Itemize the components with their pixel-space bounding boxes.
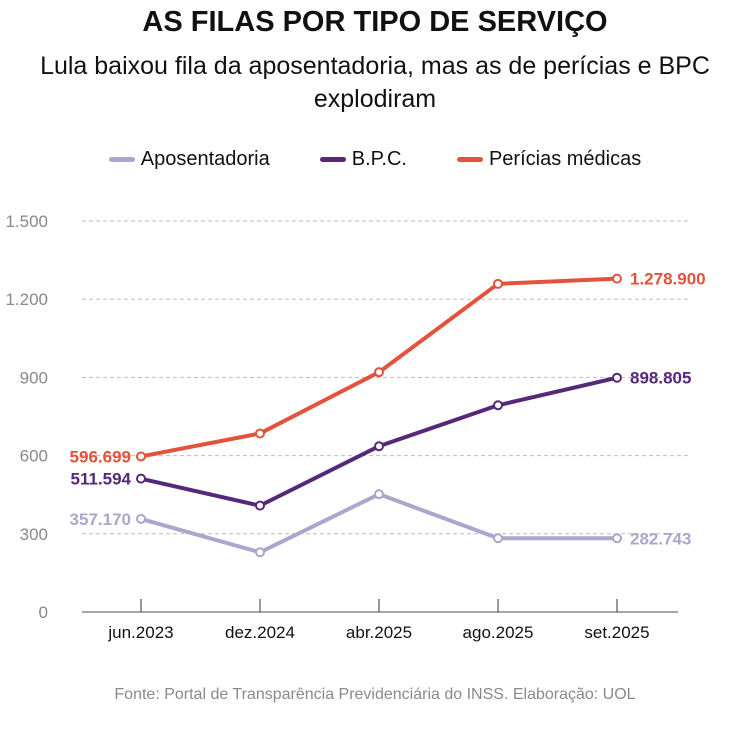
legend-item-pericias: Perícias médicas [456, 148, 642, 171]
y-tick-label: 900 [20, 368, 48, 387]
legend-label: Aposentadoria [140, 148, 270, 170]
data-point [255, 547, 265, 558]
chart-subtitle: Lula baixou fila da aposentadoria, mas a… [40, 52, 710, 113]
data-point [255, 428, 265, 439]
x-tick-label: ago.2025 [463, 623, 534, 642]
x-tick-label: jun.2023 [107, 623, 173, 642]
legend-item-bpc: B.P.C. [319, 148, 407, 171]
data-point [612, 533, 622, 544]
data-point [612, 273, 622, 284]
legend-label: Perícias médicas [488, 148, 642, 170]
data-point [493, 278, 503, 289]
data-label: 357.170 [70, 510, 131, 529]
data-point [255, 500, 265, 511]
legend: Aposentadoria B.P.C. Perícias médicas [0, 148, 750, 171]
data-label: 282.743 [630, 529, 691, 548]
y-tick-label: 1.500 [5, 212, 48, 231]
data-label: 511.594 [70, 470, 131, 489]
x-tick-label: dez.2024 [225, 623, 295, 642]
x-tick-label: abr.2025 [346, 623, 412, 642]
legend-swatch [456, 157, 483, 162]
legend-swatch [319, 157, 346, 162]
data-label: 596.699 [70, 447, 131, 466]
legend-label: B.P.C. [351, 148, 407, 170]
data-point [374, 489, 384, 500]
y-tick-label: 0 [39, 603, 48, 622]
y-tick-label: 1.200 [5, 290, 48, 309]
y-tick-label: 300 [20, 525, 48, 544]
chart-title: AS FILAS POR TIPO DE SERVIÇO [142, 6, 608, 38]
x-tick-label: set.2025 [584, 623, 649, 642]
series-line [140, 492, 618, 555]
data-point [136, 513, 146, 524]
data-point [374, 441, 384, 452]
data-point [493, 400, 503, 411]
data-point [136, 473, 146, 484]
legend-item-aposentadoria: Aposentadoria [108, 148, 270, 171]
y-tick-label: 600 [20, 447, 48, 466]
data-point [374, 367, 384, 378]
data-point [136, 451, 146, 462]
source-note: Fonte: Portal de Transparência Previdenc… [114, 686, 636, 703]
legend-swatch [108, 157, 135, 162]
data-point [493, 533, 503, 544]
data-point [612, 372, 622, 383]
data-label: 1.278.900 [630, 270, 706, 289]
data-label: 898.805 [630, 369, 691, 388]
